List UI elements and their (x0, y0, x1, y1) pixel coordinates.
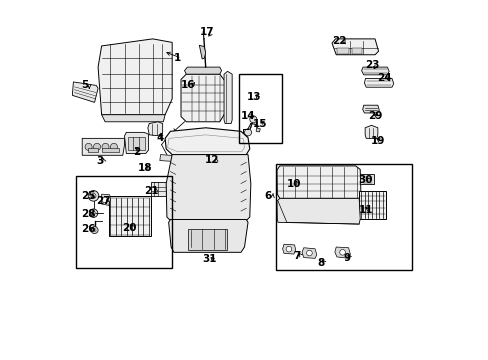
Polygon shape (199, 45, 205, 59)
Text: 31: 31 (202, 255, 216, 264)
Circle shape (85, 143, 92, 150)
Circle shape (91, 193, 96, 198)
Polygon shape (184, 67, 221, 74)
Circle shape (91, 226, 98, 234)
Text: 23: 23 (364, 60, 379, 70)
Bar (102, 148, 119, 153)
Bar (128, 136, 145, 150)
Circle shape (238, 138, 246, 146)
Text: 8: 8 (317, 258, 325, 268)
Text: 5: 5 (81, 80, 88, 90)
Polygon shape (256, 128, 260, 132)
Polygon shape (364, 78, 393, 87)
Polygon shape (361, 67, 388, 75)
Polygon shape (282, 244, 295, 254)
Polygon shape (276, 198, 360, 224)
Polygon shape (181, 74, 224, 122)
Polygon shape (365, 125, 377, 138)
Text: 17: 17 (200, 27, 214, 37)
Circle shape (93, 143, 101, 150)
Text: 27: 27 (96, 196, 110, 206)
Polygon shape (102, 194, 110, 206)
Polygon shape (160, 154, 179, 162)
Text: 4: 4 (156, 133, 163, 143)
Text: 16: 16 (181, 80, 195, 90)
Circle shape (92, 211, 95, 215)
Text: 7: 7 (293, 251, 301, 261)
Circle shape (93, 229, 96, 231)
Bar (76, 176, 172, 268)
Polygon shape (208, 158, 224, 164)
Circle shape (306, 250, 312, 256)
Bar (351, 48, 361, 54)
Text: 2: 2 (133, 147, 140, 157)
Text: 9: 9 (343, 253, 350, 262)
Text: 28: 28 (81, 208, 96, 219)
Text: 11: 11 (358, 205, 373, 215)
Circle shape (339, 249, 345, 255)
Circle shape (89, 209, 98, 217)
Circle shape (240, 140, 244, 144)
Polygon shape (334, 247, 349, 258)
Circle shape (102, 143, 109, 150)
Polygon shape (168, 220, 247, 252)
Polygon shape (72, 82, 98, 102)
Text: 13: 13 (246, 92, 261, 102)
Bar (188, 229, 226, 250)
Bar (358, 190, 385, 219)
Bar (209, 158, 223, 163)
Text: 18: 18 (138, 163, 152, 173)
Text: 15: 15 (253, 118, 267, 129)
Polygon shape (191, 154, 210, 161)
Polygon shape (165, 128, 249, 154)
Bar (276, 164, 411, 270)
Polygon shape (166, 154, 250, 221)
Bar (360, 174, 374, 184)
Text: 22: 22 (332, 36, 346, 46)
Bar (336, 48, 348, 54)
Circle shape (249, 116, 256, 123)
Text: 25: 25 (81, 191, 96, 201)
Polygon shape (124, 132, 148, 154)
Polygon shape (147, 122, 163, 136)
Text: 26: 26 (81, 224, 96, 234)
Text: 29: 29 (367, 112, 382, 121)
Bar (238, 74, 282, 143)
Polygon shape (98, 39, 172, 115)
Text: 3: 3 (96, 156, 103, 166)
Text: 19: 19 (370, 136, 384, 146)
Text: 10: 10 (286, 179, 301, 189)
Text: 12: 12 (204, 154, 219, 165)
Text: 6: 6 (264, 191, 271, 201)
Text: 24: 24 (376, 73, 391, 83)
Polygon shape (302, 248, 316, 258)
Bar (108, 196, 151, 237)
Circle shape (88, 190, 99, 201)
Polygon shape (102, 115, 165, 122)
Bar (151, 183, 165, 196)
Text: 20: 20 (122, 222, 137, 233)
Text: 21: 21 (144, 186, 159, 195)
Polygon shape (362, 105, 379, 113)
Circle shape (102, 197, 107, 203)
Text: 14: 14 (240, 112, 255, 121)
Polygon shape (331, 39, 378, 55)
Circle shape (285, 246, 291, 252)
Bar (87, 148, 98, 153)
Circle shape (110, 143, 117, 150)
Polygon shape (276, 166, 360, 198)
Text: 1: 1 (174, 53, 181, 63)
Polygon shape (82, 138, 124, 155)
Text: 30: 30 (358, 175, 372, 185)
Circle shape (244, 129, 251, 136)
Polygon shape (224, 71, 232, 123)
